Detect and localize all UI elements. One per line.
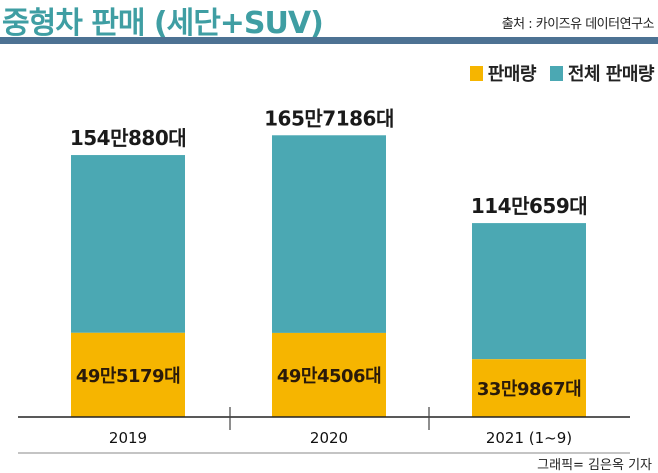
x-tick-label: 2019	[109, 429, 147, 447]
bar-total-2019	[71, 155, 185, 333]
data-label-total: 114만659대	[471, 194, 587, 218]
source-note: 출처 : 카이즈유 데이터연구소	[501, 17, 655, 32]
x-tick-label: 2020	[310, 429, 348, 447]
chart-title: 중형차 판매 (세단+SUV)	[2, 6, 324, 41]
legend: 판매량 전체 판매량	[456, 60, 655, 86]
legend-label-total: 전체 판매량	[567, 64, 655, 85]
bar-total-2021 (1~9)	[472, 223, 586, 360]
title-divider	[0, 37, 658, 44]
data-label-total: 165만7186대	[264, 106, 394, 130]
data-label-sales: 49만4506대	[277, 366, 381, 387]
legend-label-sales: 판매량	[487, 64, 537, 85]
legend-swatch-total	[549, 65, 563, 81]
legend-item-sales: 판매량	[469, 60, 537, 86]
legend-swatch-sales	[469, 65, 483, 81]
data-label-sales: 49만5179대	[76, 366, 180, 387]
x-tick-label: 2021 (1~9)	[486, 429, 572, 447]
data-label-total: 154만880대	[70, 126, 186, 150]
credit-note: 그래픽= 김은옥 기자	[537, 458, 652, 473]
data-label-sales: 33만9867대	[477, 379, 581, 400]
bar-sales-2019	[71, 332, 185, 417]
legend-item-total: 전체 판매량	[549, 60, 655, 86]
bar-total-2020	[272, 135, 386, 333]
bar-sales-2020	[272, 332, 386, 417]
bar-sales-2021 (1~9)	[472, 359, 586, 417]
